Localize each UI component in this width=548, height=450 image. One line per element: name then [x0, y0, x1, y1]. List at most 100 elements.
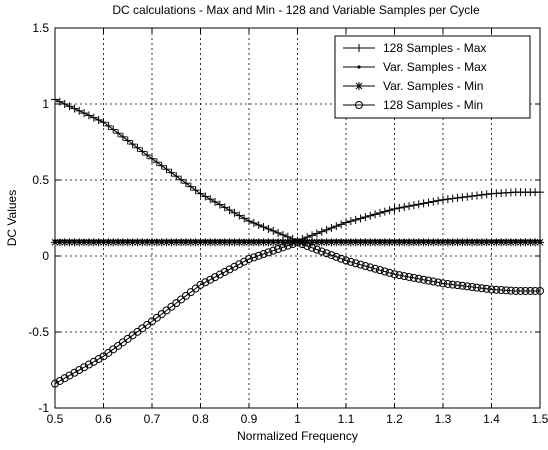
marker-circle: [463, 282, 472, 291]
marker-plus: [162, 165, 171, 174]
marker-plus: [181, 179, 190, 188]
marker-plus: [211, 197, 220, 206]
marker-circle: [439, 279, 447, 288]
marker-plus: [240, 214, 249, 223]
marker-plus: [104, 121, 113, 130]
marker-circle: [254, 251, 263, 260]
marker-star: [162, 238, 171, 247]
marker-star: [259, 238, 268, 247]
marker-circle: [380, 267, 389, 276]
marker-plus: [114, 129, 123, 138]
marker-plus: [152, 158, 161, 167]
marker-circle: [288, 239, 297, 248]
marker-circle: [55, 376, 64, 385]
marker-plus: [361, 213, 370, 222]
marker-circle: [274, 245, 283, 254]
marker-plus: [225, 206, 234, 215]
y-tick-label: -0.5: [28, 325, 49, 339]
marker-circle: [206, 275, 215, 284]
marker-plus: [259, 222, 268, 231]
marker-star: [458, 238, 467, 247]
marker-plus: [123, 136, 132, 145]
marker-plus: [346, 217, 355, 226]
marker-circle: [355, 101, 363, 109]
marker-circle: [278, 243, 287, 252]
marker-circle: [211, 273, 220, 282]
y-axis-label: DC Values: [5, 190, 19, 246]
marker-circle: [293, 238, 302, 247]
marker-circle: [351, 259, 360, 268]
x-tick-label: 1.3: [435, 412, 452, 426]
marker-circle: [70, 368, 79, 377]
marker-plus: [472, 191, 481, 200]
marker-plus: [133, 143, 142, 152]
marker-plus: [400, 203, 409, 212]
marker-plus: [177, 175, 186, 184]
marker-plus: [419, 199, 428, 208]
marker-star: [351, 238, 360, 247]
marker-plus: [322, 225, 331, 234]
marker-star: [472, 238, 481, 247]
marker-circle: [414, 274, 423, 283]
marker-circle: [225, 265, 234, 274]
marker-circle: [249, 253, 258, 262]
marker-circle: [487, 285, 496, 294]
marker-circle: [332, 252, 341, 261]
legend-label: 128 Samples - Min: [383, 98, 483, 112]
marker-plus: [405, 202, 414, 211]
marker-star: [123, 238, 132, 247]
marker-plus: [337, 220, 346, 229]
marker-plus: [317, 227, 326, 236]
x-tick-label: 0.5: [47, 412, 64, 426]
marker-plus: [395, 203, 404, 212]
marker-circle: [342, 256, 350, 265]
x-tick-label: 1: [294, 412, 301, 426]
marker-star: [80, 238, 89, 247]
marker-star: [152, 238, 161, 247]
marker-plus: [84, 111, 93, 120]
marker-plus: [143, 151, 152, 160]
marker-circle: [215, 270, 224, 279]
marker-circle: [458, 281, 467, 290]
marker-circle: [434, 278, 443, 287]
marker-plus: [482, 190, 491, 199]
x-tick-label: 0.8: [192, 412, 209, 426]
marker-circle: [371, 264, 380, 273]
marker-plus: [477, 190, 486, 199]
marker-plus: [89, 113, 98, 122]
marker-plus: [94, 115, 103, 124]
marker-circle: [322, 249, 331, 258]
marker-circle: [80, 363, 89, 372]
marker-plus: [278, 230, 287, 239]
legend-label: Var. Samples - Min: [383, 79, 483, 93]
marker-plus: [128, 140, 137, 149]
legend-box: [334, 35, 531, 119]
marker-plus: [109, 125, 118, 134]
marker-plus: [439, 195, 447, 204]
marker-circle: [60, 374, 69, 383]
marker-circle: [366, 263, 375, 272]
marker-circle: [502, 286, 511, 295]
marker-star: [240, 238, 249, 247]
marker-star: [196, 238, 205, 247]
legend: 128 Samples - Max Var. Samples - Max Var. …: [334, 35, 531, 119]
marker-circle: [230, 262, 239, 271]
marker-circle: [375, 266, 384, 275]
marker-plus: [230, 208, 239, 217]
marker-circle: [259, 250, 268, 259]
marker-circle: [89, 357, 98, 366]
marker-plus: [434, 196, 443, 205]
marker-circle: [385, 268, 394, 277]
marker-circle: [327, 251, 336, 260]
marker-star: [439, 238, 447, 247]
marker-circle: [531, 286, 540, 295]
marker-plus: [409, 201, 418, 210]
marker-star: [181, 238, 190, 247]
legend-entry: Var. Samples - Min: [343, 79, 483, 93]
marker-circle: [312, 245, 321, 254]
y-tick-label: 0.5: [32, 173, 49, 187]
marker-plus: [385, 206, 394, 215]
marker-circle: [443, 279, 452, 288]
marker-circle: [201, 278, 210, 287]
marker-circle: [492, 285, 501, 294]
